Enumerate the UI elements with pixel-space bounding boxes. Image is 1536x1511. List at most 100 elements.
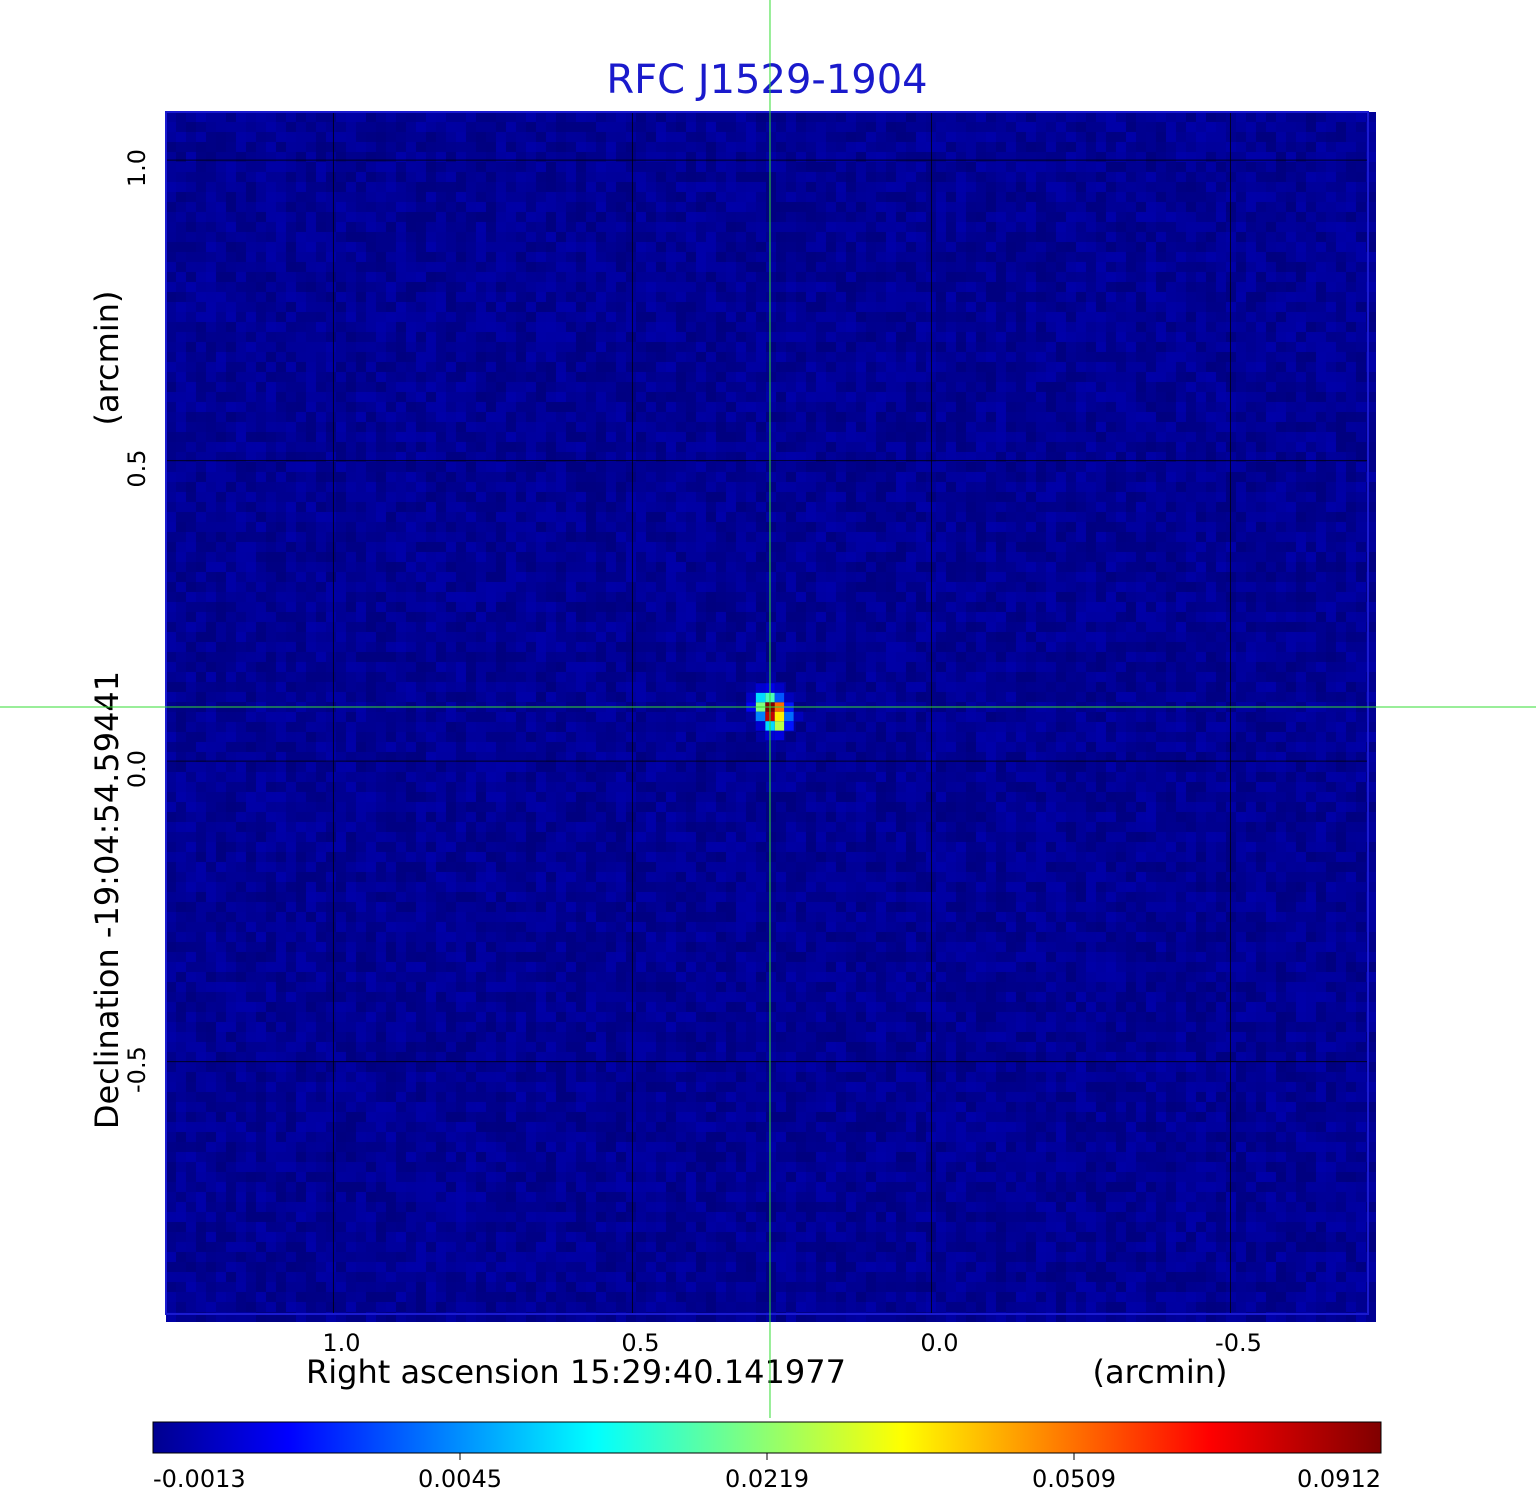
noise-pixel [256, 412, 266, 422]
noise-pixel [1216, 382, 1226, 392]
noise-pixel [396, 202, 406, 212]
noise-pixel [1316, 262, 1326, 272]
noise-pixel [346, 392, 356, 402]
noise-pixel [506, 122, 516, 132]
noise-pixel [696, 462, 706, 472]
noise-pixel [1236, 322, 1246, 332]
noise-pixel [936, 482, 946, 492]
noise-pixel [206, 142, 216, 152]
noise-pixel [706, 352, 716, 362]
noise-pixel [416, 482, 426, 492]
noise-pixel [216, 432, 226, 442]
noise-pixel [886, 402, 896, 412]
noise-pixel [166, 202, 176, 212]
noise-pixel [986, 302, 996, 312]
noise-pixel [856, 452, 866, 462]
noise-pixel [236, 422, 246, 432]
noise-pixel [496, 122, 506, 132]
noise-pixel [1176, 342, 1186, 352]
noise-pixel [736, 422, 746, 432]
noise-pixel [1256, 452, 1266, 462]
noise-pixel [656, 362, 666, 372]
noise-pixel [1186, 302, 1196, 312]
noise-pixel [936, 432, 946, 442]
noise-pixel [256, 302, 266, 312]
noise-pixel [436, 402, 446, 412]
noise-pixel [1056, 482, 1066, 492]
noise-pixel [1056, 182, 1066, 192]
noise-pixel [406, 232, 416, 242]
noise-pixel [906, 422, 916, 432]
noise-pixel [316, 392, 326, 402]
noise-pixel [1346, 132, 1356, 142]
noise-pixel [516, 262, 526, 272]
noise-pixel [296, 342, 306, 352]
noise-pixel [646, 142, 656, 152]
noise-pixel [716, 192, 726, 202]
noise-pixel [606, 122, 616, 132]
noise-pixel [196, 432, 206, 442]
noise-pixel [276, 282, 286, 292]
noise-pixel [1016, 202, 1026, 212]
noise-pixel [266, 342, 276, 352]
noise-pixel [726, 282, 736, 292]
noise-pixel [866, 242, 876, 252]
noise-pixel [1156, 512, 1166, 522]
noise-pixel [436, 322, 446, 332]
noise-pixel [546, 312, 556, 322]
noise-pixel [716, 512, 726, 522]
noise-pixel [316, 482, 326, 492]
noise-pixel [986, 132, 996, 142]
noise-pixel [1266, 302, 1276, 312]
noise-pixel [386, 312, 396, 322]
noise-pixel [746, 452, 756, 462]
noise-pixel [1006, 482, 1016, 492]
noise-pixel [266, 432, 276, 442]
noise-pixel [1136, 212, 1146, 222]
noise-pixel [506, 152, 516, 162]
noise-pixel [1126, 482, 1136, 492]
noise-pixel [176, 192, 186, 202]
noise-pixel [256, 182, 266, 192]
noise-pixel [1336, 252, 1346, 262]
noise-pixel [396, 142, 406, 152]
noise-pixel [896, 492, 906, 502]
noise-pixel [506, 142, 516, 152]
noise-pixel [1236, 302, 1246, 312]
noise-pixel [466, 352, 476, 362]
noise-pixel [786, 362, 796, 372]
noise-pixel [1046, 352, 1056, 362]
noise-pixel [1016, 292, 1026, 302]
noise-pixel [1196, 172, 1206, 182]
noise-pixel [1126, 182, 1136, 192]
noise-pixel [906, 332, 916, 342]
noise-pixel [356, 322, 366, 332]
noise-pixel [746, 172, 756, 182]
noise-pixel [356, 472, 366, 482]
noise-pixel [356, 172, 366, 182]
noise-pixel [556, 372, 566, 382]
noise-pixel [936, 292, 946, 302]
noise-pixel [406, 442, 416, 452]
noise-pixel [406, 122, 416, 132]
noise-pixel [536, 282, 546, 292]
noise-pixel [516, 192, 526, 202]
noise-pixel [596, 302, 606, 312]
noise-pixel [996, 352, 1006, 362]
noise-pixel [596, 412, 606, 422]
noise-pixel [596, 342, 606, 352]
noise-pixel [1216, 452, 1226, 462]
noise-pixel [956, 142, 966, 152]
noise-pixel [1206, 372, 1216, 382]
noise-pixel [396, 182, 406, 192]
noise-pixel [916, 352, 926, 362]
noise-pixel [976, 202, 986, 212]
noise-pixel [316, 322, 326, 332]
noise-pixel [766, 162, 776, 172]
noise-pixel [586, 202, 596, 212]
noise-pixel [1176, 142, 1186, 152]
noise-pixel [296, 382, 306, 392]
noise-pixel [536, 132, 546, 142]
noise-pixel [236, 282, 246, 292]
noise-pixel [776, 352, 786, 362]
